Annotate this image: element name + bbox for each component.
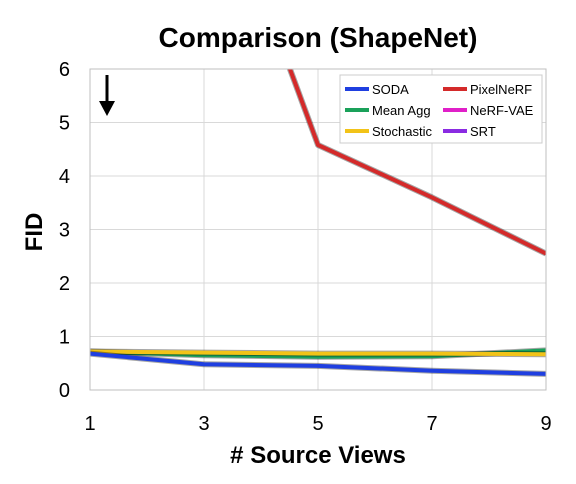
down-arrow-icon: [99, 75, 115, 116]
legend-label-pixelnerf: PixelNeRF: [470, 82, 532, 97]
x-tick-label: 3: [198, 413, 209, 435]
y-tick-label: 5: [59, 113, 70, 135]
y-tick-label: 2: [59, 273, 70, 295]
series-line-pixelnerf: [287, 69, 546, 256]
series-line-stochastic: [90, 349, 546, 357]
legend: SODA PixelNeRF Mean Agg NeRF-VAE Stochastic S…: [339, 74, 543, 144]
plot-frame: [89, 68, 547, 391]
series-layer: [90, 69, 546, 377]
y-tick-label: 1: [59, 327, 70, 349]
legend-label-srt: SRT: [470, 124, 496, 139]
series-line-soda: [90, 351, 546, 376]
y-tick-label: 3: [59, 220, 70, 242]
x-tick-label: 7: [426, 413, 437, 435]
x-tick-label: 5: [312, 413, 323, 435]
y-tick-label: 6: [59, 59, 70, 81]
legend-label-soda: SODA: [372, 82, 409, 97]
legend-label-mean-agg: Mean Agg: [372, 103, 431, 118]
y-tick-label: 4: [59, 166, 70, 188]
x-tick-label: 1: [84, 413, 95, 435]
legend-label-stochastic: Stochastic: [372, 124, 432, 139]
x-tick-label: 9: [540, 413, 551, 435]
y-tick-label: 0: [59, 380, 70, 402]
legend-label-nerf-vae: NeRF-VAE: [470, 103, 534, 118]
legend-box: [339, 74, 543, 144]
chart-title: Comparison (ShapeNet): [158, 22, 478, 53]
x-axis-label: # Source Views: [230, 442, 406, 469]
